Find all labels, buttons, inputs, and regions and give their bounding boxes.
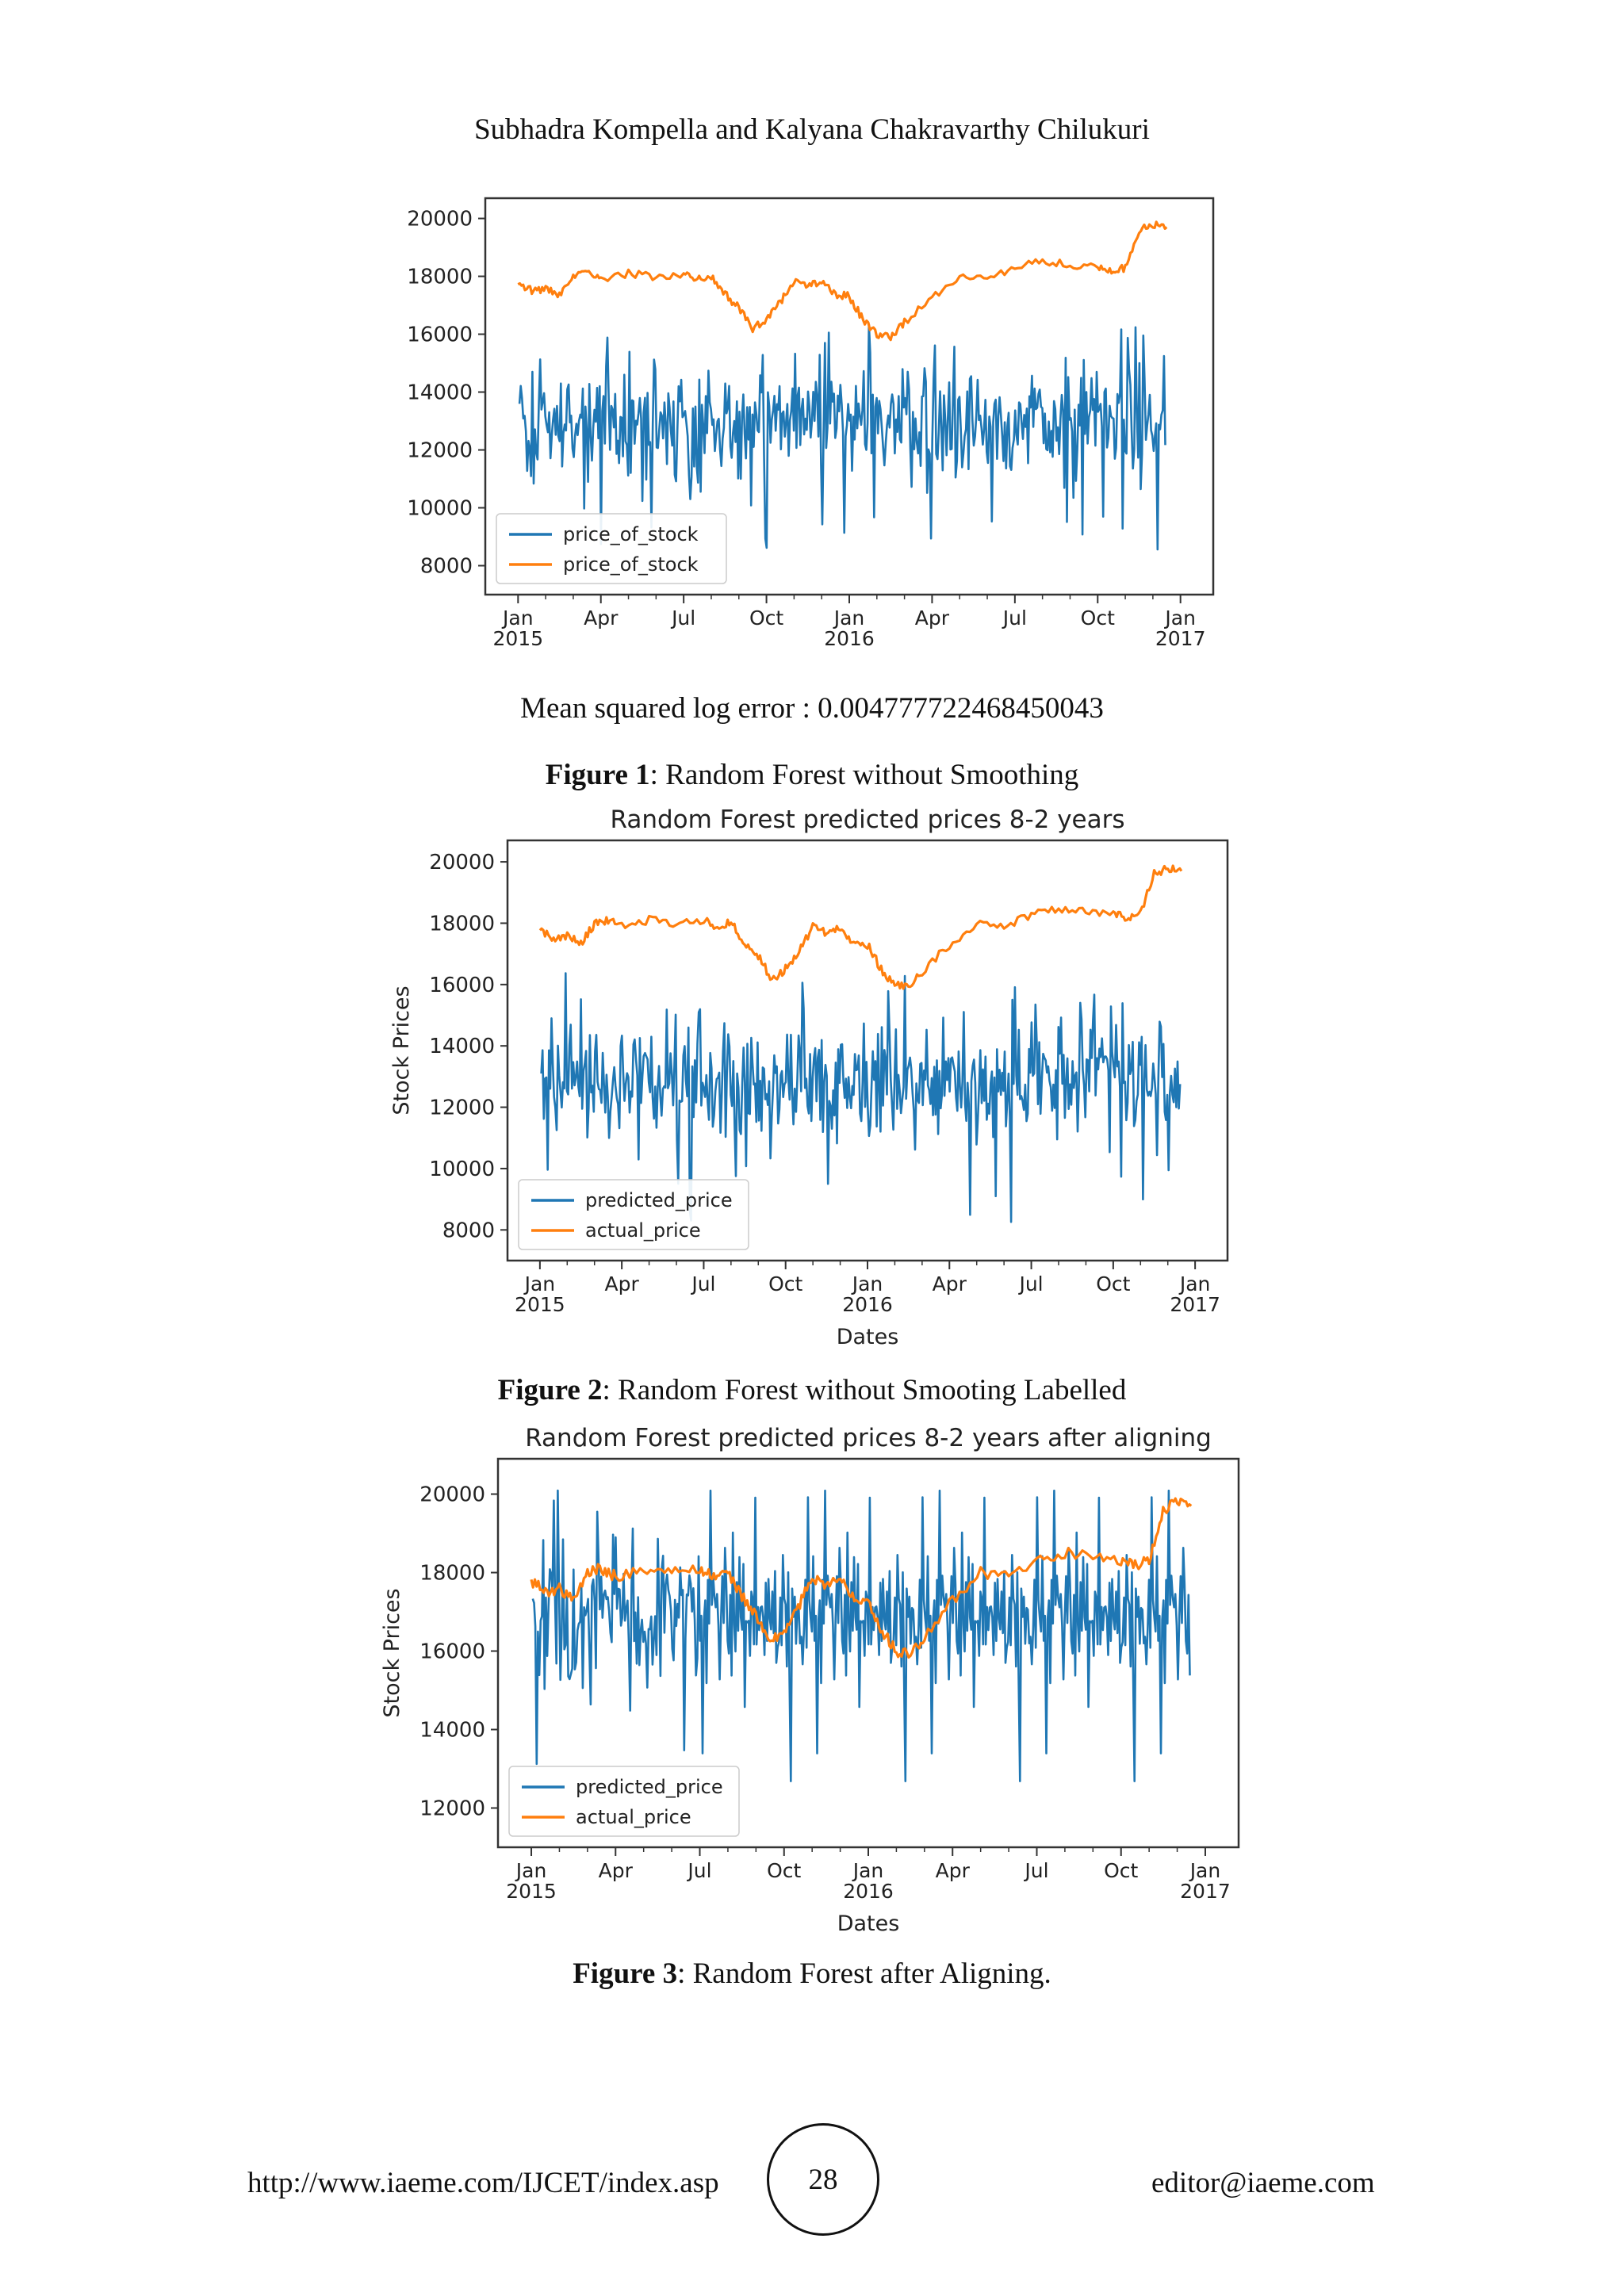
y-tick-label: 14000: [429, 1035, 495, 1058]
x-tick-label: Apr: [599, 1859, 634, 1882]
y-tick-label: 18000: [429, 912, 495, 936]
x-tick-year-label: 2017: [1155, 627, 1206, 650]
figure-2-chart: Random Forest predicted prices 8-2 years…: [389, 806, 1229, 1348]
x-tick-label: Oct: [1081, 607, 1115, 629]
figure-2-caption: Figure 2: Random Forest without Smooting…: [0, 1373, 1624, 1407]
x-tick-label: Jul: [1023, 1859, 1048, 1882]
predicted-series-line: [540, 972, 1182, 1223]
x-tick-label: Jul: [670, 607, 695, 629]
y-tick-label: 20000: [407, 208, 473, 232]
x-axis-label: Dates: [837, 1325, 899, 1348]
caption-label: Figure 2: [497, 1374, 603, 1406]
x-tick-label: Apr: [605, 1272, 640, 1295]
y-axis-label: Stock Prices: [380, 1588, 404, 1717]
x-tick-year-label: 2015: [506, 1880, 557, 1903]
y-tick-label: 12000: [429, 1096, 495, 1120]
chart-title: Random Forest predicted prices 8-2 years: [610, 806, 1124, 834]
x-tick-year-label: 2016: [824, 627, 875, 650]
footer-email[interactable]: editor@iaeme.com: [1151, 2167, 1375, 2199]
legend-actual-label: price_of_stock: [563, 553, 699, 576]
x-tick-label: Jan: [523, 1272, 556, 1295]
x-tick-label: Jul: [690, 1272, 715, 1295]
actual-series-line: [538, 864, 1183, 990]
x-tick-label: Jan: [515, 1859, 547, 1882]
actual-series-line: [517, 220, 1168, 342]
x-tick-label: Oct: [1096, 1272, 1130, 1295]
y-tick-label: 18000: [407, 266, 473, 289]
x-tick-label: Jan: [833, 607, 865, 629]
actual-series-line: [530, 1497, 1193, 1659]
caption-label: Figure 1: [545, 759, 650, 791]
x-tick-label: Apr: [584, 607, 619, 629]
figure-3-chart: Random Forest predicted prices 8-2 years…: [380, 1424, 1240, 1934]
legend-predicted-label: predicted_price: [576, 1776, 723, 1798]
figure-1-chart: 8000100001200014000160001800020000Jan201…: [407, 197, 1215, 650]
caption-text: : Random Forest after Aligning.: [677, 1957, 1051, 1990]
page-number: 28: [767, 2123, 879, 2236]
x-tick-year-label: 2015: [492, 627, 543, 650]
x-tick-label: Jan: [852, 1859, 884, 1882]
y-tick-label: 14000: [419, 1719, 485, 1743]
running-head: Subhadra Kompella and Kalyana Chakravart…: [474, 113, 1150, 146]
x-tick-label: Oct: [767, 1859, 801, 1882]
x-axis-label: Dates: [837, 1911, 900, 1934]
legend-box: [496, 513, 727, 584]
y-tick-label: 8000: [420, 555, 473, 579]
mse-text: Mean squared log error : 0.0047777224684…: [520, 692, 1104, 725]
caption-label: Figure 3: [573, 1957, 678, 1990]
y-tick-label: 20000: [419, 1483, 485, 1507]
legend-box: [518, 1179, 749, 1250]
x-tick-label: Oct: [768, 1272, 802, 1295]
y-tick-label: 12000: [407, 439, 473, 463]
x-tick-label: Oct: [749, 607, 783, 629]
y-tick-label: 10000: [429, 1158, 495, 1181]
caption-text: : Random Forest without Smoothing: [649, 759, 1079, 791]
x-tick-label: Jul: [686, 1859, 711, 1882]
x-tick-label: Jul: [1017, 1272, 1043, 1295]
x-tick-label: Jan: [1178, 1272, 1211, 1295]
x-tick-label: Apr: [936, 1859, 971, 1882]
y-tick-label: 16000: [429, 974, 495, 997]
x-tick-label: Jan: [1189, 1859, 1221, 1882]
y-tick-label: 14000: [407, 381, 473, 405]
chart-title: Random Forest predicted prices 8-2 years…: [525, 1424, 1212, 1452]
legend-predicted-label: price_of_stock: [563, 523, 699, 545]
y-tick-label: 10000: [407, 497, 473, 521]
y-tick-label: 16000: [407, 323, 473, 347]
figure-1-caption: Figure 1: Random Forest without Smoothin…: [0, 758, 1624, 792]
y-tick-label: 18000: [419, 1562, 485, 1586]
predicted-series-line: [518, 323, 1166, 551]
x-tick-year-label: 2016: [843, 1880, 894, 1903]
y-tick-label: 12000: [419, 1797, 485, 1821]
x-tick-year-label: 2017: [1180, 1880, 1231, 1903]
x-tick-label: Jan: [851, 1272, 883, 1295]
x-tick-label: Jan: [501, 607, 534, 629]
y-tick-label: 16000: [419, 1640, 485, 1664]
x-tick-label: Jul: [1002, 607, 1027, 629]
x-tick-label: Apr: [915, 607, 950, 629]
caption-text: : Random Forest without Smooting Labelle…: [602, 1374, 1127, 1406]
predicted-series-line: [531, 1489, 1191, 1782]
y-tick-label: 8000: [442, 1219, 495, 1242]
figure-3-caption: Figure 3: Random Forest after Aligning.: [0, 1957, 1624, 1991]
legend-actual-label: actual_price: [585, 1219, 701, 1242]
x-tick-year-label: 2015: [515, 1293, 565, 1316]
y-tick-label: 20000: [429, 851, 495, 874]
x-tick-label: Jan: [1163, 607, 1196, 629]
legend-predicted-label: predicted_price: [585, 1189, 733, 1211]
x-tick-label: Oct: [1104, 1859, 1138, 1882]
x-tick-year-label: 2017: [1170, 1293, 1220, 1316]
x-tick-label: Apr: [933, 1272, 967, 1295]
legend-actual-label: actual_price: [576, 1806, 691, 1828]
legend-box: [508, 1766, 740, 1837]
x-tick-year-label: 2016: [842, 1293, 893, 1316]
footer-url[interactable]: http://www.iaeme.com/IJCET/index.asp: [247, 2167, 719, 2199]
y-axis-label: Stock Prices: [389, 985, 414, 1115]
